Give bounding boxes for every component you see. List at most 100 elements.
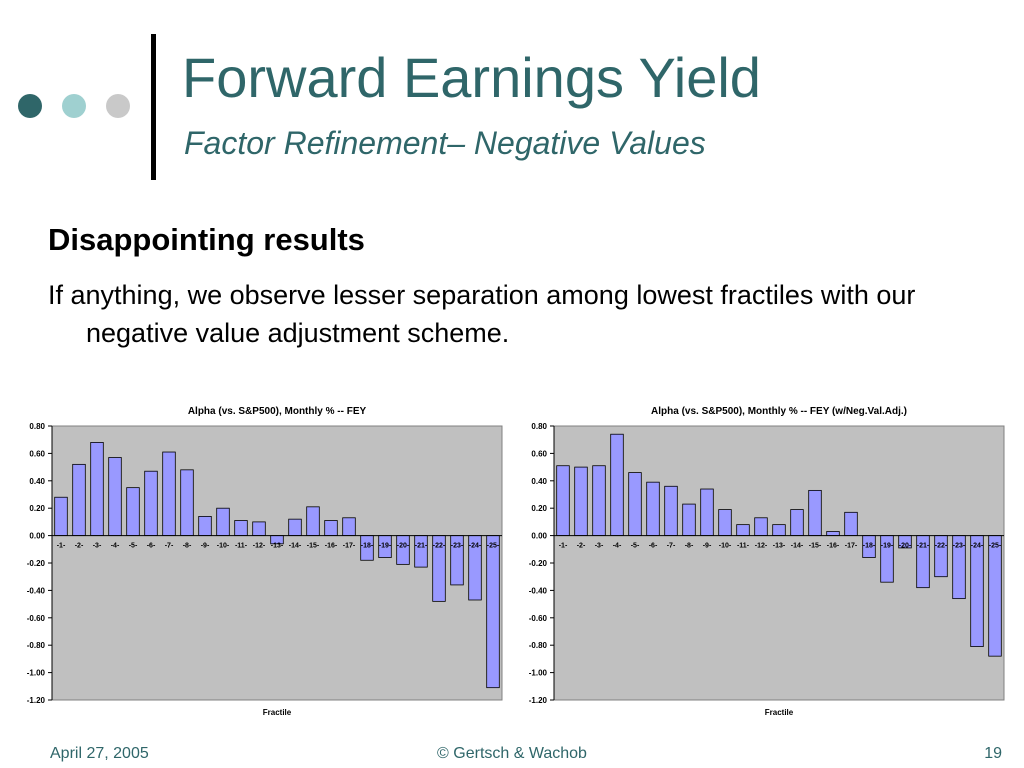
- x-tick-label: -24-: [971, 543, 984, 550]
- y-tick-label: -0.20: [27, 559, 46, 568]
- y-tick-label: 0.20: [531, 504, 547, 513]
- bar: [216, 507, 230, 536]
- bar: [646, 481, 660, 536]
- page-number: 19: [984, 745, 1002, 762]
- bar: [180, 469, 194, 536]
- title-divider: [151, 34, 156, 180]
- x-tick-label: -6-: [147, 543, 156, 550]
- x-tick-label: -20-: [397, 543, 410, 550]
- bar: [252, 521, 266, 537]
- bar: [718, 509, 732, 537]
- y-tick-label: 0.60: [29, 449, 45, 458]
- x-tick-label: -5-: [631, 543, 640, 550]
- y-tick-label: -1.20: [529, 696, 548, 705]
- bar: [736, 524, 750, 536]
- bar: [414, 535, 428, 568]
- x-tick-label: -22-: [433, 543, 446, 550]
- x-tick-label: -8-: [685, 543, 694, 550]
- x-tick-label: -6-: [649, 543, 658, 550]
- footer-date: April 27, 2005: [50, 745, 149, 762]
- x-tick-label: -15-: [809, 543, 822, 550]
- x-tick-label: -11-: [235, 543, 248, 550]
- x-tick-label: -4-: [613, 543, 622, 550]
- x-tick-label: -21-: [415, 543, 428, 550]
- x-tick-label: -9-: [703, 543, 712, 550]
- bar: [628, 472, 642, 537]
- bar: [288, 518, 302, 537]
- x-tick-label: -17-: [343, 543, 356, 550]
- y-tick-label: 0.00: [29, 532, 45, 541]
- x-tick-label: -12-: [755, 543, 768, 550]
- chart-fey: Alpha (vs. S&P500), Monthly % -- FEY 0.80…: [4, 398, 510, 720]
- y-tick-label: -1.20: [27, 696, 46, 705]
- y-tick-label: 0.40: [29, 477, 45, 486]
- bar: [234, 520, 248, 536]
- x-tick-label: -5-: [129, 543, 138, 550]
- bar: [682, 503, 696, 536]
- x-tick-label: -2-: [75, 543, 84, 550]
- x-tick-label: -1-: [559, 543, 568, 550]
- dot-dark-teal: [18, 94, 42, 118]
- dot-grey: [106, 94, 130, 118]
- bar: [306, 506, 320, 537]
- x-tick-label: -25-: [989, 543, 1002, 550]
- x-tick-label: -7-: [667, 543, 676, 550]
- section-heading: Disappointing results: [48, 222, 365, 257]
- bar: [610, 433, 624, 536]
- chart-title: Alpha (vs. S&P500), Monthly % -- FEY (w/…: [651, 406, 907, 417]
- x-tick-label: -13-: [271, 543, 284, 550]
- y-tick-label: 0.80: [531, 422, 547, 431]
- x-tick-label: -7-: [165, 543, 174, 550]
- x-tick-label: -4-: [111, 543, 120, 550]
- x-tick-label: -14-: [289, 543, 302, 550]
- bar: [790, 509, 804, 537]
- x-tick-label: -18-: [863, 543, 876, 550]
- x-tick-label: -23-: [451, 543, 464, 550]
- bar: [72, 463, 86, 536]
- y-tick-label: -0.40: [27, 586, 46, 595]
- y-tick-label: 0.00: [531, 532, 547, 541]
- x-tick-label: -1-: [57, 543, 66, 550]
- bar: [664, 485, 678, 536]
- bar: [592, 465, 606, 537]
- dot-light-teal: [62, 94, 86, 118]
- x-tick-label: -13-: [773, 543, 786, 550]
- y-tick-label: -0.60: [529, 614, 548, 623]
- slide-title: Forward Earnings Yield: [182, 46, 761, 109]
- bar: [144, 470, 158, 536]
- x-tick-label: -19-: [379, 543, 392, 550]
- bar: [556, 465, 570, 537]
- y-tick-label: -1.00: [27, 669, 46, 678]
- bar: [988, 535, 1002, 657]
- bar: [970, 535, 984, 647]
- bar: [198, 516, 212, 536]
- y-tick-label: -0.20: [529, 559, 548, 568]
- x-tick-label: -19-: [881, 543, 894, 550]
- x-tick-label: -24-: [469, 543, 482, 550]
- y-tick-label: -0.80: [529, 641, 548, 650]
- x-tick-label: -18-: [361, 543, 374, 550]
- x-tick-label: -3-: [93, 543, 102, 550]
- y-tick-label: -0.80: [27, 641, 46, 650]
- x-tick-label: -25-: [487, 543, 500, 550]
- chart-fey-svg: Alpha (vs. S&P500), Monthly % -- FEY 0.80…: [27, 406, 503, 717]
- body-text: If anything, we observe lesser separatio…: [48, 280, 916, 348]
- x-tick-label: -17-: [845, 543, 858, 550]
- x-tick-label: -8-: [183, 543, 192, 550]
- bar: [396, 535, 410, 565]
- x-tick-label: -2-: [577, 543, 586, 550]
- slide-subtitle: Factor Refinement– Negative Values: [184, 125, 706, 161]
- bar: [90, 442, 104, 537]
- bar: [54, 496, 68, 536]
- y-tick-label: 0.40: [531, 477, 547, 486]
- bar: [324, 520, 338, 536]
- x-tick-label: -12-: [253, 543, 266, 550]
- x-axis-label: Fractile: [765, 708, 794, 717]
- x-tick-label: -21-: [917, 543, 930, 550]
- y-tick-label: 0.80: [29, 422, 45, 431]
- bar: [342, 517, 356, 537]
- bar: [772, 524, 786, 536]
- x-tick-label: -10-: [217, 543, 230, 550]
- y-tick-label: -0.40: [529, 586, 548, 595]
- x-tick-label: -14-: [791, 543, 804, 550]
